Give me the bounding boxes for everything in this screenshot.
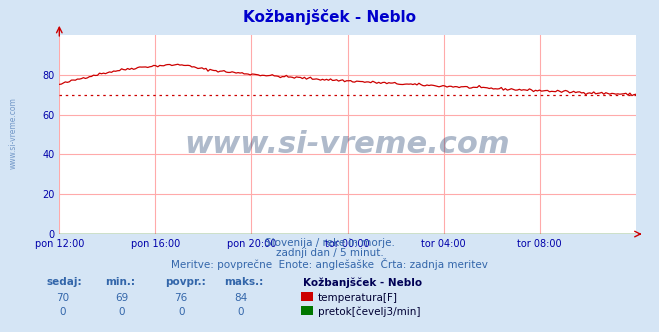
Text: 0: 0 xyxy=(59,307,66,317)
Text: Meritve: povprečne  Enote: anglešaške  Črta: zadnja meritev: Meritve: povprečne Enote: anglešaške Črt… xyxy=(171,258,488,270)
Text: 84: 84 xyxy=(234,293,247,303)
Text: Kožbanjšček - Neblo: Kožbanjšček - Neblo xyxy=(303,277,422,288)
Text: Kožbanjšček - Neblo: Kožbanjšček - Neblo xyxy=(243,9,416,25)
Text: pretok[čevelj3/min]: pretok[čevelj3/min] xyxy=(318,307,420,317)
Text: www.si-vreme.com: www.si-vreme.com xyxy=(9,97,18,169)
Text: 0: 0 xyxy=(237,307,244,317)
Text: Slovenija / reke in morje.: Slovenija / reke in morje. xyxy=(264,238,395,248)
Text: temperatura[F]: temperatura[F] xyxy=(318,293,397,303)
Text: zadnji dan / 5 minut.: zadnji dan / 5 minut. xyxy=(275,248,384,258)
Text: 0: 0 xyxy=(178,307,185,317)
Text: www.si-vreme.com: www.si-vreme.com xyxy=(185,130,511,159)
Text: sedaj:: sedaj: xyxy=(46,277,82,287)
Text: 0: 0 xyxy=(119,307,125,317)
Text: maks.:: maks.: xyxy=(224,277,264,287)
Text: 69: 69 xyxy=(115,293,129,303)
Text: min.:: min.: xyxy=(105,277,136,287)
Text: 76: 76 xyxy=(175,293,188,303)
Text: povpr.:: povpr.: xyxy=(165,277,206,287)
Text: 70: 70 xyxy=(56,293,69,303)
